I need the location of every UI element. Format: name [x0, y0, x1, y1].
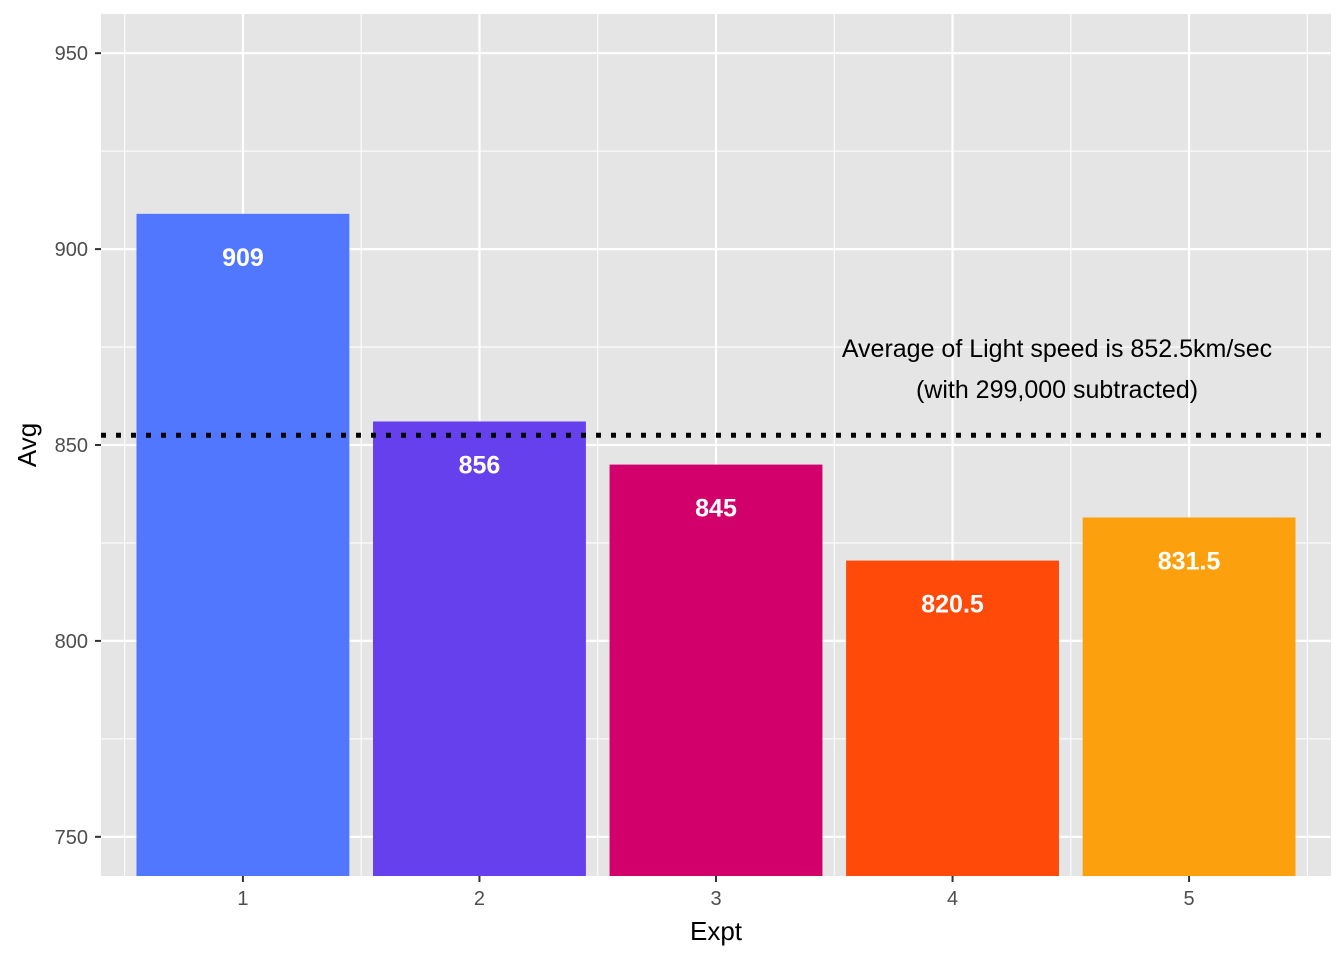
bar-1 — [136, 213, 350, 876]
x-tick-label-1: 1 — [237, 888, 248, 910]
y-axis-title: Avg — [12, 423, 42, 467]
y-axis: 750 800 850 900 950 — [55, 43, 101, 849]
y-tick-label-850: 850 — [55, 435, 88, 457]
x-axis-title: Expt — [690, 916, 743, 946]
x-tick-label-4: 4 — [947, 888, 958, 910]
bar-label-4: 820.5 — [921, 591, 984, 619]
bar-3 — [609, 464, 823, 876]
bar-label-1: 909 — [222, 244, 264, 272]
bar-5 — [1082, 517, 1296, 876]
bar-label-2: 856 — [459, 451, 501, 479]
annotation-line-1: Average of Light speed is 852.5km/sec — [842, 335, 1272, 363]
x-tick-label-5: 5 — [1184, 888, 1195, 910]
bar-label-5: 831.5 — [1158, 547, 1221, 575]
x-axis: 1 2 3 4 5 — [237, 876, 1195, 910]
x-tick-label-3: 3 — [710, 888, 721, 910]
bar-label-3: 845 — [695, 495, 737, 523]
y-tick-label-800: 800 — [55, 631, 88, 653]
y-tick-label-950: 950 — [55, 43, 88, 65]
bar-2 — [373, 421, 586, 876]
y-tick-label-900: 900 — [55, 239, 88, 261]
bar-value-labels: 909 856 845 820.5 831.5 — [222, 244, 1220, 619]
average-annotation: Average of Light speed is 852.5km/sec (w… — [842, 335, 1272, 404]
x-tick-label-2: 2 — [474, 888, 485, 910]
bar-4 — [846, 560, 1059, 876]
bars — [136, 213, 1296, 876]
y-tick-label-750: 750 — [55, 827, 88, 849]
annotation-line-2: (with 299,000 subtracted) — [916, 376, 1198, 404]
